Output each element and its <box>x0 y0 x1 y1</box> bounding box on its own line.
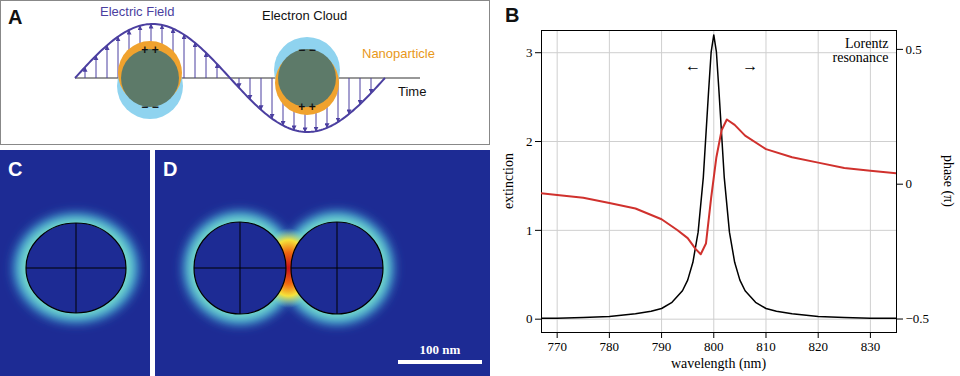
html-text:wavelength (nm): wavelength (nm) <box>670 356 767 371</box>
svg-text:←: ← <box>685 57 701 74</box>
svg-text:0.5: 0.5 <box>906 42 922 57</box>
svg-text:→: → <box>742 57 758 74</box>
svg-text:0: 0 <box>526 311 533 326</box>
svg-text:− −: − − <box>298 43 315 57</box>
html-text:phase (π): phase (π) <box>941 155 956 207</box>
html-text:extinction: extinction <box>501 153 516 209</box>
svg-text:800: 800 <box>704 339 724 354</box>
svg-text:810: 810 <box>756 339 776 354</box>
svg-text:D: D <box>163 158 177 180</box>
svg-text:0: 0 <box>906 176 913 191</box>
svg-text:1: 1 <box>526 223 533 238</box>
svg-text:780: 780 <box>600 339 620 354</box>
svg-text:100 nm: 100 nm <box>420 342 461 357</box>
svg-text:+ +: + + <box>298 100 315 114</box>
svg-text:−0.5: −0.5 <box>906 311 930 326</box>
svg-text:Lorentzresonance: Lorentzresonance <box>833 36 889 65</box>
html-text:B: B <box>505 4 520 26</box>
svg-text:Electron Cloud: Electron Cloud <box>262 8 347 23</box>
svg-text:790: 790 <box>652 339 672 354</box>
svg-text:2: 2 <box>526 134 533 149</box>
svg-text:+ +: + + <box>141 43 158 57</box>
svg-text:A: A <box>8 6 22 28</box>
svg-text:C: C <box>8 158 22 180</box>
svg-text:830: 830 <box>861 339 881 354</box>
svg-text:820: 820 <box>808 339 828 354</box>
svg-text:3: 3 <box>526 45 533 60</box>
svg-text:− −: − − <box>141 100 158 114</box>
svg-text:Time: Time <box>398 84 426 99</box>
svg-text:770: 770 <box>547 339 567 354</box>
svg-text:Electric Field: Electric Field <box>100 4 174 19</box>
svg-text:Nanoparticle: Nanoparticle <box>362 46 435 61</box>
